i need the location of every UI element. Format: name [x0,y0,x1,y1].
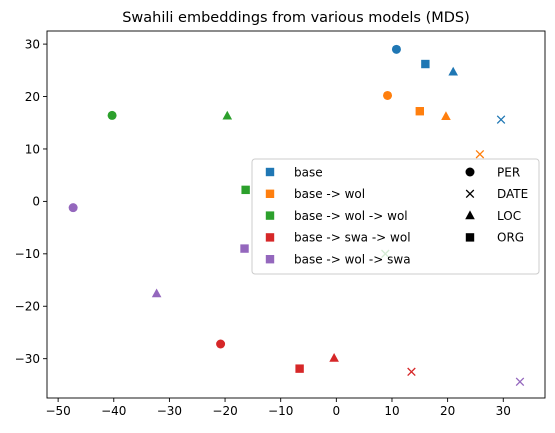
point-base-wol-org [415,107,425,116]
axes: −50 −40 −30 −20 −10 0 10 20 30 −30 −20 −10 0 10 20 30 [15,30,546,418]
chart-title: Swahili embeddings from various models (… [122,10,470,26]
x-tick-label: −30 [157,404,182,418]
point-base-loc [448,66,458,76]
legend-marker [265,211,275,220]
y-tick-label: 20 [25,90,40,104]
point-base-wol-swa-date [515,377,525,387]
legend-marker [265,233,275,242]
x-tick-label: −50 [45,404,70,418]
point-base-swa-wol-per [216,339,226,349]
y-tick-label: 10 [25,142,40,156]
data-points [68,44,525,387]
point-base-wol-swa-per [68,203,78,213]
legend-label: PER [497,165,520,179]
x-tick-label: 10 [384,404,399,418]
point-base-date [496,115,506,124]
point-base-wol-wol-per [107,110,117,120]
legend-label: base [294,165,323,179]
point-base-wol-wol-org [241,185,250,195]
legend-label: base -> wol [294,187,365,201]
legend-label: base -> wol -> swa [294,253,411,267]
x-tick-label: 20 [440,404,455,418]
point-base-org [421,59,430,69]
point-base-swa-wol-date [407,367,416,377]
legend-marker [265,255,275,264]
legend-label: LOC [497,209,521,223]
y-tick-label: −20 [15,300,40,314]
point-base-wol-per [383,90,393,100]
legend-marker [465,233,475,242]
legend-label: base -> swa -> wol [294,231,411,245]
point-base-wol-date [475,149,485,159]
legend-label: base -> wol -> wol [294,209,408,223]
point-base-wol-loc [441,111,451,121]
x-tick-label: 0 [333,404,341,418]
x-tick-label: −20 [212,404,237,418]
legend-box [251,158,540,275]
point-base-swa-wol-loc [329,352,339,362]
y-tick-label: 30 [25,37,40,51]
x-tick-label: −40 [101,404,126,418]
legend-label: ORG [497,231,524,245]
plot-frame [46,30,546,399]
legend-marker [465,189,475,199]
x-tick-label: 30 [496,404,511,418]
legend-marker [265,189,275,198]
y-tick-label: 0 [32,195,40,209]
point-base-wol-swa-org [240,244,249,253]
legend: base base -> wol base -> wol -> wol base ->… [251,158,540,275]
legend-marker [465,210,475,220]
legend-marker [465,167,475,177]
x-tick-label: −10 [268,404,293,418]
legend-marker [265,167,275,177]
point-base-wol-swa-loc [151,288,162,298]
y-tick-label: −10 [15,247,40,261]
point-base-swa-wol-org [295,364,304,373]
point-base-wol-wol-loc [222,110,233,120]
point-base-per [391,44,401,54]
legend-label: DATE [497,187,528,201]
y-tick-label: −30 [15,352,40,366]
